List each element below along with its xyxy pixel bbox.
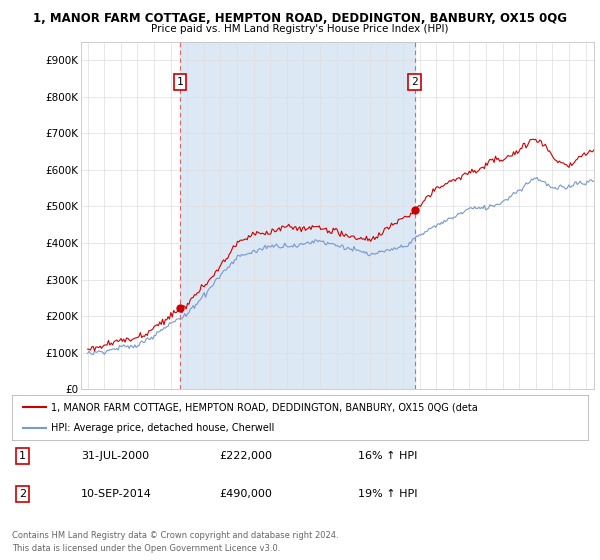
- Text: This data is licensed under the Open Government Licence v3.0.: This data is licensed under the Open Gov…: [12, 544, 280, 553]
- Text: 1, MANOR FARM COTTAGE, HEMPTON ROAD, DEDDINGTON, BANBURY, OX15 0QG: 1, MANOR FARM COTTAGE, HEMPTON ROAD, DED…: [33, 12, 567, 25]
- Bar: [180, 42, 415, 389]
- Text: 1: 1: [19, 451, 26, 461]
- Text: Price paid vs. HM Land Registry's House Price Index (HPI): Price paid vs. HM Land Registry's House …: [151, 24, 449, 34]
- Text: 31-JUL-2000: 31-JUL-2000: [81, 451, 149, 461]
- Text: 2: 2: [411, 77, 418, 87]
- Text: 1, MANOR FARM COTTAGE, HEMPTON ROAD, DEDDINGTON, BANBURY, OX15 0QG (deta: 1, MANOR FARM COTTAGE, HEMPTON ROAD, DED…: [51, 402, 478, 412]
- Text: HPI: Average price, detached house, Cherwell: HPI: Average price, detached house, Cher…: [51, 423, 275, 433]
- Text: 19% ↑ HPI: 19% ↑ HPI: [358, 489, 417, 499]
- Text: 2: 2: [19, 489, 26, 499]
- Text: 10-SEP-2014: 10-SEP-2014: [81, 489, 152, 499]
- Text: Contains HM Land Registry data © Crown copyright and database right 2024.: Contains HM Land Registry data © Crown c…: [12, 531, 338, 540]
- Text: 16% ↑ HPI: 16% ↑ HPI: [358, 451, 417, 461]
- Text: £222,000: £222,000: [220, 451, 272, 461]
- Text: 1: 1: [177, 77, 184, 87]
- Text: £490,000: £490,000: [220, 489, 272, 499]
